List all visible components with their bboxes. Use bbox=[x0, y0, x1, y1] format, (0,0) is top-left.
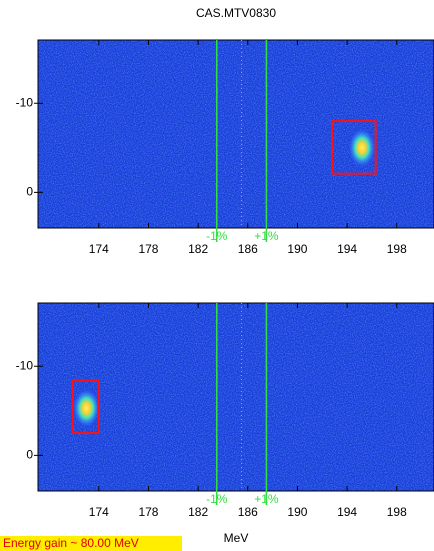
x-tick-label: 182 bbox=[188, 242, 208, 256]
y-tick-label: -10 bbox=[16, 95, 34, 109]
image-frame bbox=[37, 39, 434, 229]
x-tick-label: 174 bbox=[89, 505, 109, 519]
marker-label: +1% bbox=[254, 492, 279, 506]
x-tick-label: 182 bbox=[188, 505, 208, 519]
beam-spot bbox=[72, 388, 101, 429]
image-noise bbox=[38, 40, 434, 228]
annotation: Energy gain ~ 80.00 MeV bbox=[3, 536, 139, 550]
x-tick-label: 186 bbox=[238, 242, 258, 256]
y-tick-label: 0 bbox=[26, 448, 33, 462]
x-tick-label: 198 bbox=[387, 505, 407, 519]
image-frame bbox=[37, 302, 434, 492]
chart-title: CAS.MTV0830 bbox=[196, 6, 276, 20]
x-tick-label: 198 bbox=[387, 242, 407, 256]
x-tick-label: 178 bbox=[138, 242, 158, 256]
image-noise bbox=[38, 303, 434, 491]
y-tick-label: -10 bbox=[16, 358, 34, 372]
x-tick-label: 194 bbox=[337, 505, 357, 519]
marker-label: -1% bbox=[206, 492, 228, 506]
x-tick-label: 186 bbox=[238, 505, 258, 519]
x-tick-label: 194 bbox=[337, 242, 357, 256]
x-tick-label: 178 bbox=[138, 505, 158, 519]
roi-box bbox=[331, 120, 377, 175]
roi-box bbox=[71, 379, 100, 435]
x-tick-label: 174 bbox=[89, 242, 109, 256]
beam-spot bbox=[348, 127, 376, 168]
x-axis-label: MeV bbox=[224, 531, 249, 545]
annotation-background bbox=[0, 536, 182, 551]
marker-label: -1% bbox=[206, 229, 228, 243]
x-tick-label: 190 bbox=[287, 242, 307, 256]
x-tick-label: 190 bbox=[287, 505, 307, 519]
y-tick-label: 0 bbox=[26, 185, 33, 199]
marker-label: +1% bbox=[254, 229, 279, 243]
